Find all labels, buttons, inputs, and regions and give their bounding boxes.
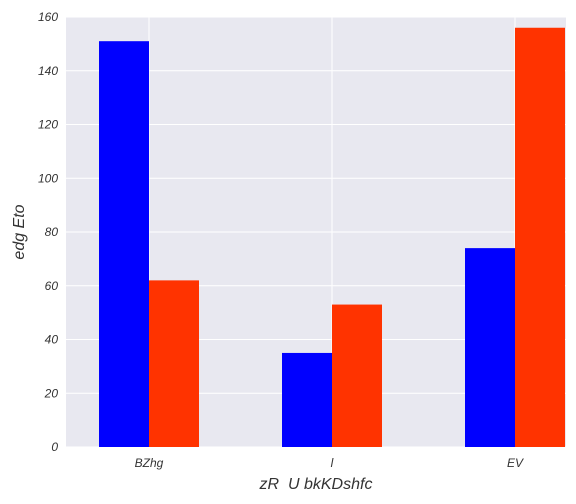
y-tick-label: 20 bbox=[44, 386, 59, 400]
y-tick-label: 60 bbox=[45, 279, 59, 293]
x-tick-label: l bbox=[331, 456, 334, 470]
x-tick-labels: BZhg l EV bbox=[135, 456, 524, 470]
bar-series-2-BZhg bbox=[149, 280, 199, 447]
y-tick-label: 40 bbox=[45, 333, 59, 347]
y-tick-label: 140 bbox=[38, 64, 58, 78]
x-tick-label: EV bbox=[507, 456, 524, 470]
bars bbox=[99, 27, 565, 447]
y-tick-label: 80 bbox=[45, 225, 59, 239]
x-tick-label: BZhg bbox=[135, 456, 164, 470]
bar-series-2-EV bbox=[515, 27, 565, 447]
y-axis-label: edg Eto bbox=[11, 204, 28, 259]
y-tick-labels: 0 20 40 60 80 100 120 140 160 bbox=[38, 10, 58, 454]
bar-series-1-BZhg bbox=[99, 41, 149, 447]
bar-series-1-EV bbox=[465, 248, 515, 447]
x-axis-label: zR U bkKDshfc bbox=[259, 476, 373, 493]
bar-series-1-l bbox=[282, 352, 332, 447]
y-tick-label: 0 bbox=[51, 440, 58, 454]
y-tick-label: 100 bbox=[38, 171, 58, 185]
y-tick-label: 120 bbox=[38, 118, 58, 132]
y-tick-label: 160 bbox=[38, 10, 58, 24]
bar-series-2-l bbox=[332, 304, 382, 447]
